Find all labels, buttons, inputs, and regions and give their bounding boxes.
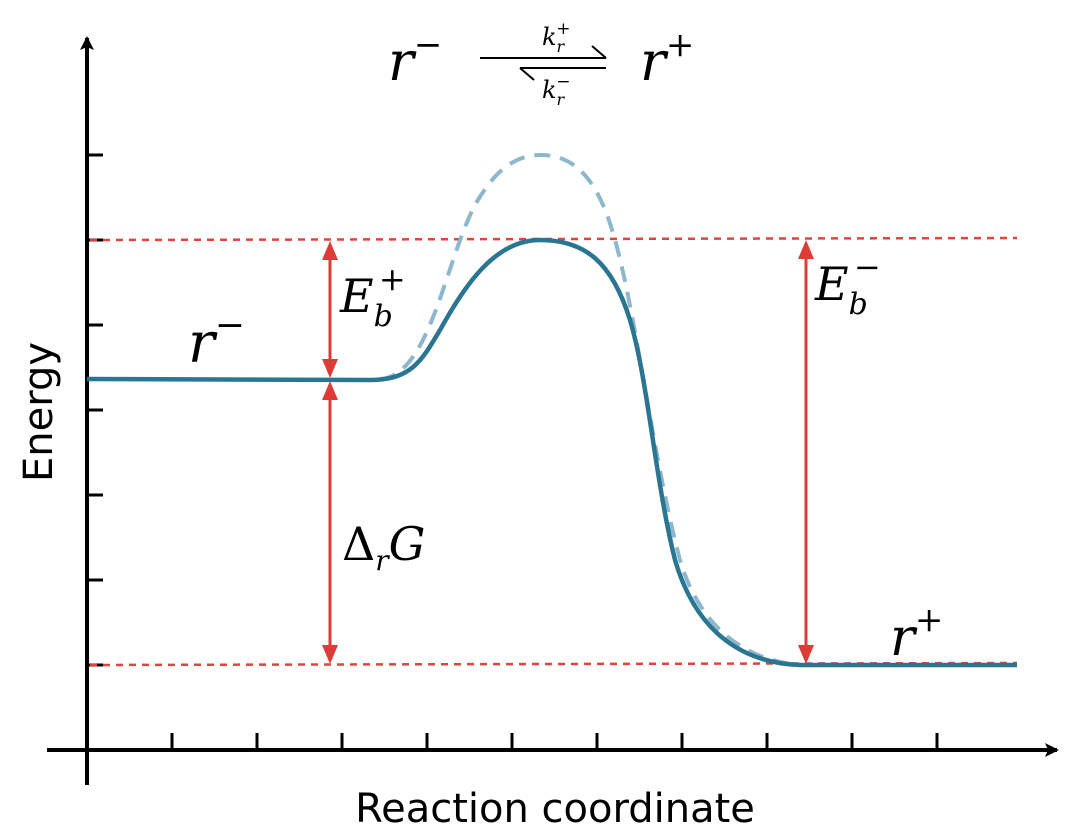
backward-barrier-label: Eb− <box>814 248 881 322</box>
energy-curve <box>86 237 1017 668</box>
y-ticks <box>87 153 103 667</box>
equilibrium-harpoons <box>480 45 607 81</box>
arrow-head-down <box>322 645 338 664</box>
x-ticks <box>170 733 939 750</box>
transition-state-level-line <box>89 236 1018 242</box>
equation-product: r+ <box>640 25 694 93</box>
reference-lines <box>89 236 1018 667</box>
product-state-label: r+ <box>890 600 943 668</box>
forward-rate-label: kr+ <box>542 19 570 56</box>
y-axis-label: Energy <box>16 342 62 482</box>
axes: Reaction coordinate Energy <box>16 36 1059 832</box>
equation-reactant: r− <box>388 25 442 93</box>
arrow-head-up <box>322 241 338 260</box>
forward-harpoon <box>480 45 607 59</box>
arrow-head-down <box>322 359 338 378</box>
forward-barrier-label: Eb+ <box>339 260 406 334</box>
backward-harpoon <box>519 67 606 81</box>
arrow-heads <box>322 240 814 664</box>
arrow-head-up <box>322 381 338 400</box>
reactant-state-label: r− <box>188 305 245 376</box>
alternative-energy-curve <box>379 152 1015 667</box>
backward-rate-label: kr− <box>542 72 570 109</box>
energy-arrows <box>328 258 808 646</box>
reaction-equation: r− r+ kr+ kr− <box>388 19 694 109</box>
arrow-head-up <box>798 240 814 259</box>
arrow-head-down <box>798 645 814 664</box>
x-axis-label: Reaction coordinate <box>355 786 755 832</box>
reaction-free-energy-label: ΔrG <box>342 517 425 577</box>
